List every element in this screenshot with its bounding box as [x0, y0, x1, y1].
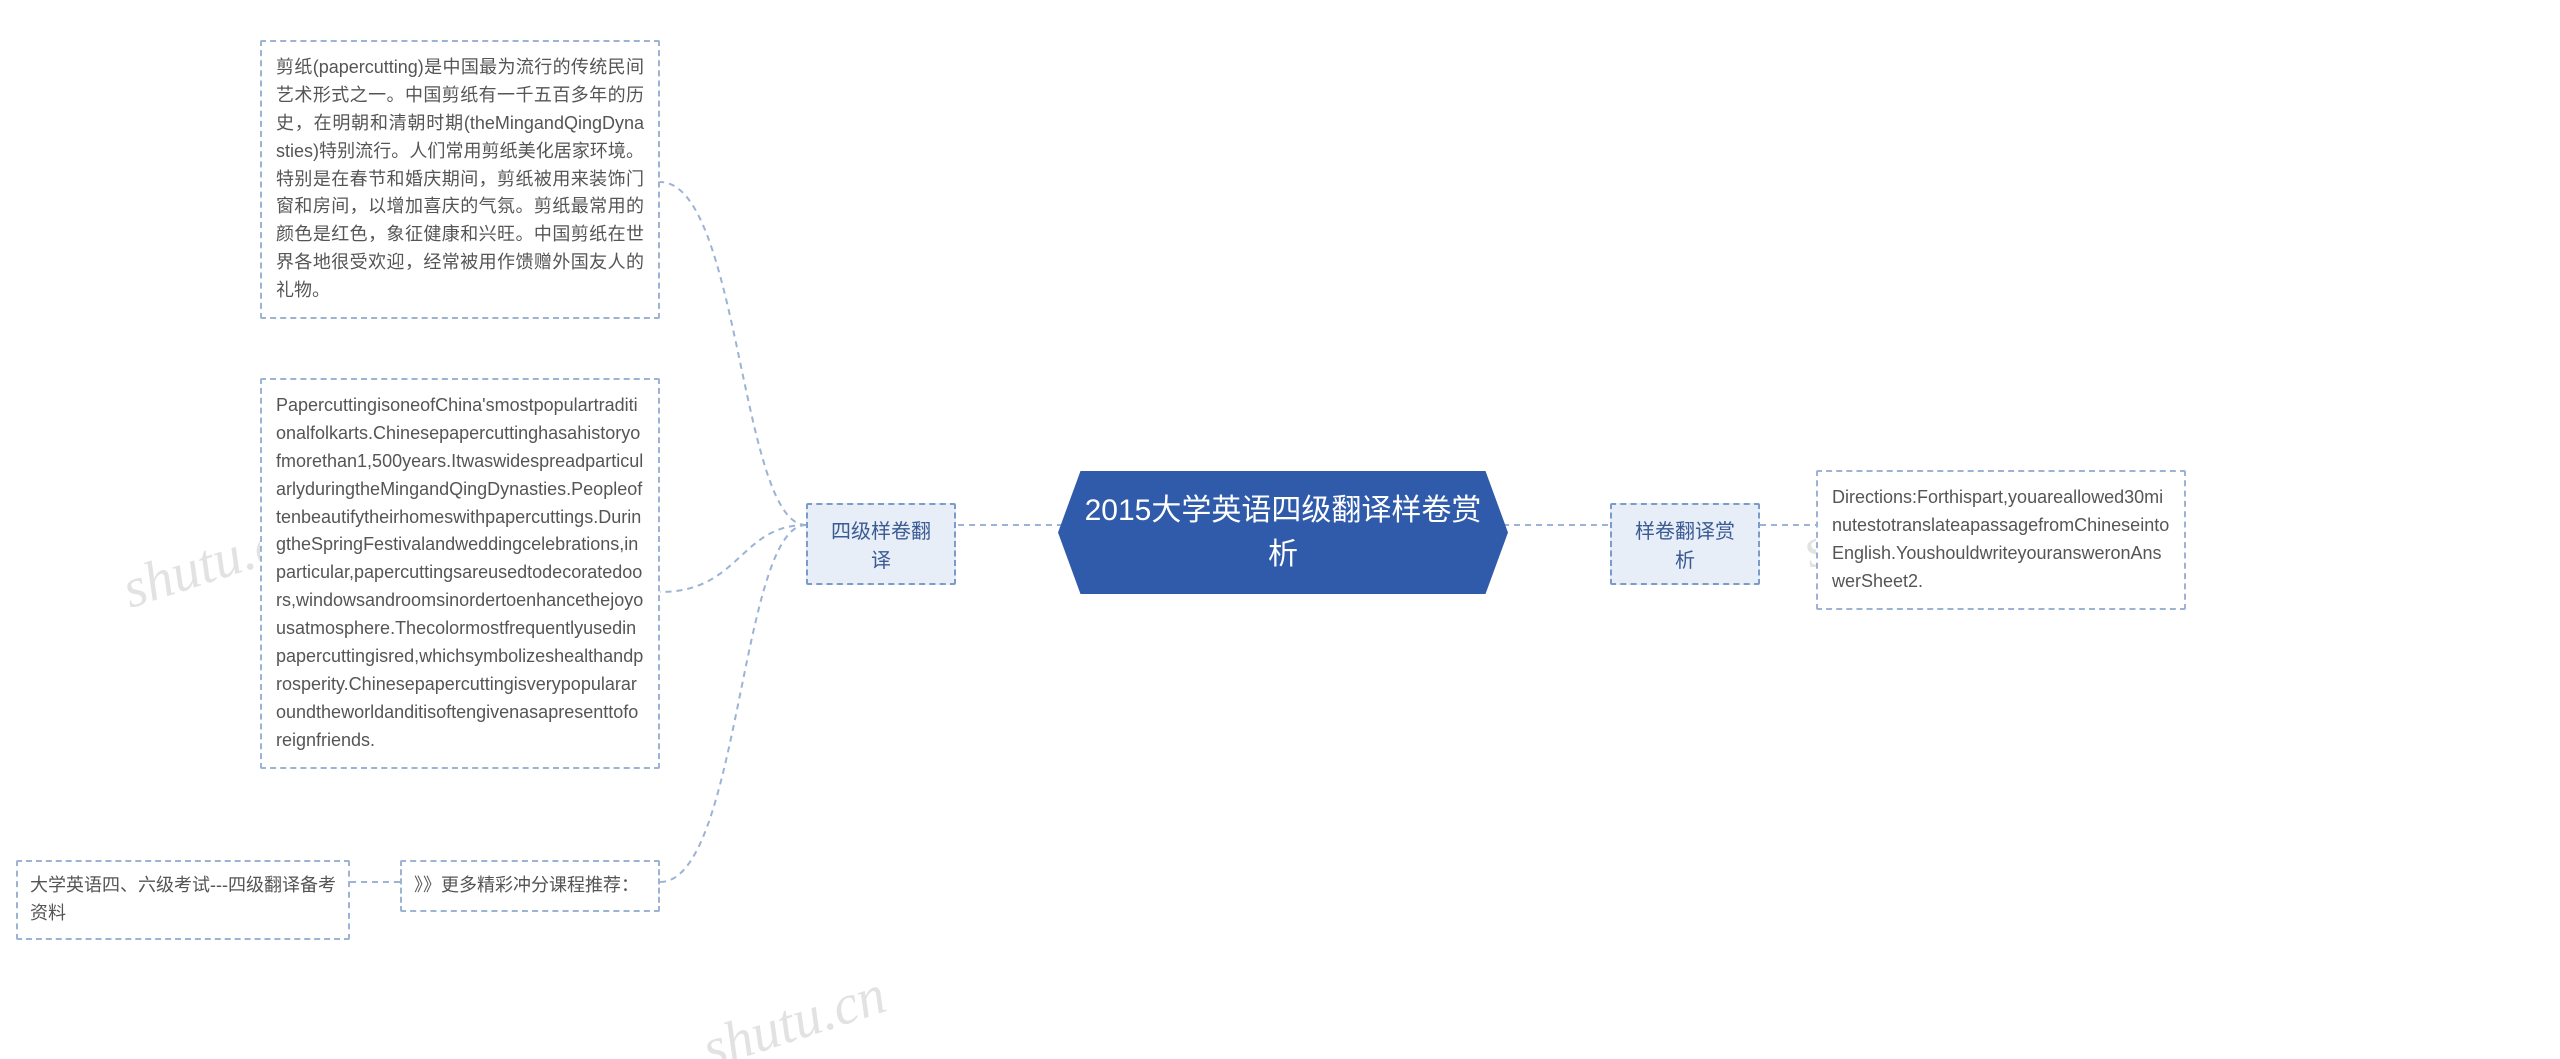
right-branch-text: 样卷翻译赏析 [1635, 521, 1735, 572]
right-leaf-directions[interactable]: Directions:Forthispart,youareallowed30mi… [1816, 470, 2186, 610]
left-leaf-en-text: PapercuttingisoneofChina'smostpopulartra… [276, 395, 643, 750]
left-leaf-english[interactable]: PapercuttingisoneofChina'smostpopulartra… [260, 378, 660, 769]
watermark: shutu.cn [695, 962, 894, 1059]
center-title: 2015大学英语四级翻译样卷赏析 [1085, 494, 1482, 571]
left-subleaf-materials[interactable]: 大学英语四、六级考试---四级翻译备考资料 [16, 860, 350, 940]
center-node[interactable]: 2015大学英语四级翻译样卷赏析 [1058, 471, 1508, 594]
right-branch-label[interactable]: 样卷翻译赏析 [1610, 503, 1760, 585]
left-leaf-chinese[interactable]: 剪纸(papercutting)是中国最为流行的传统民间艺术形式之一。中国剪纸有… [260, 40, 660, 319]
left-leaf-cn-text: 剪纸(papercutting)是中国最为流行的传统民间艺术形式之一。中国剪纸有… [276, 57, 644, 300]
right-leaf-text: Directions:Forthispart,youareallowed30mi… [1832, 487, 2169, 591]
left-branch-text: 四级样卷翻译 [831, 521, 931, 572]
left-leaf-more-text: 》》更多精彩冲分课程推荐： [414, 875, 639, 895]
left-leaf-more[interactable]: 》》更多精彩冲分课程推荐： [400, 860, 660, 912]
mindmap-canvas: shutu.cn shutu.cn shutu.cn 2015大学英语四级翻译样… [0, 0, 2560, 1059]
left-subleaf-text: 大学英语四、六级考试---四级翻译备考资料 [30, 875, 336, 923]
left-branch-label[interactable]: 四级样卷翻译 [806, 503, 956, 585]
